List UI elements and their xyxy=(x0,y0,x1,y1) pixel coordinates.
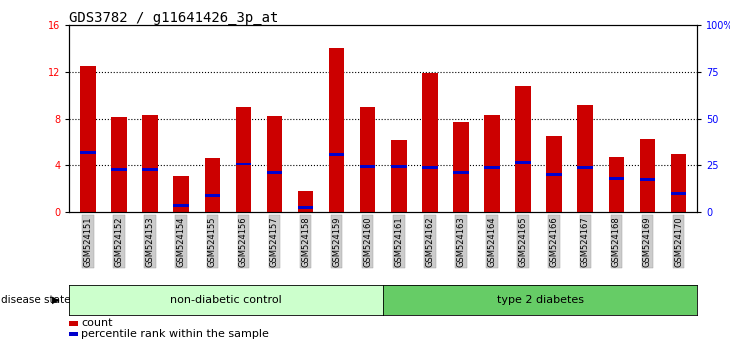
Bar xyxy=(609,157,624,212)
Text: GSM524156: GSM524156 xyxy=(239,216,248,267)
Bar xyxy=(266,116,283,212)
Bar xyxy=(266,171,283,174)
Text: type 2 diabetes: type 2 diabetes xyxy=(496,295,584,305)
Bar xyxy=(484,166,500,169)
Bar xyxy=(577,166,593,169)
Text: GSM524155: GSM524155 xyxy=(208,216,217,267)
Bar xyxy=(515,161,531,164)
Bar xyxy=(236,162,251,165)
Bar xyxy=(671,192,686,195)
Bar xyxy=(360,165,375,168)
Text: GSM524169: GSM524169 xyxy=(643,216,652,267)
Text: GSM524160: GSM524160 xyxy=(364,216,372,267)
Text: GSM524167: GSM524167 xyxy=(581,216,590,267)
Bar xyxy=(422,73,438,212)
Bar xyxy=(204,159,220,212)
Text: percentile rank within the sample: percentile rank within the sample xyxy=(82,329,269,339)
Bar xyxy=(80,151,96,154)
Bar xyxy=(80,66,96,212)
Text: count: count xyxy=(82,318,113,328)
Bar xyxy=(422,166,438,169)
Bar xyxy=(360,107,375,212)
Text: disease state: disease state xyxy=(1,295,70,305)
Bar xyxy=(609,177,624,179)
Text: GSM524159: GSM524159 xyxy=(332,216,341,267)
Bar xyxy=(391,165,407,168)
Text: GSM524163: GSM524163 xyxy=(456,216,466,267)
Bar xyxy=(639,138,656,212)
Text: non-diabetic control: non-diabetic control xyxy=(170,295,283,305)
Text: GSM524168: GSM524168 xyxy=(612,216,620,267)
Text: GSM524151: GSM524151 xyxy=(83,216,93,267)
Bar xyxy=(111,118,127,212)
Text: GSM524158: GSM524158 xyxy=(301,216,310,267)
Text: GSM524170: GSM524170 xyxy=(674,216,683,267)
Bar xyxy=(236,107,251,212)
Bar xyxy=(328,153,345,156)
Bar xyxy=(515,86,531,212)
Text: GSM524161: GSM524161 xyxy=(394,216,403,267)
Bar xyxy=(142,115,158,212)
Text: GSM524154: GSM524154 xyxy=(177,216,185,267)
Bar xyxy=(111,169,127,171)
Bar xyxy=(142,169,158,171)
Text: GSM524164: GSM524164 xyxy=(488,216,496,267)
Bar xyxy=(671,154,686,212)
Bar xyxy=(577,104,593,212)
Bar xyxy=(298,206,313,209)
Text: GSM524165: GSM524165 xyxy=(518,216,528,267)
Bar xyxy=(298,191,313,212)
Bar xyxy=(204,194,220,197)
Bar xyxy=(391,140,407,212)
Text: GSM524157: GSM524157 xyxy=(270,216,279,267)
Bar xyxy=(174,204,189,206)
Text: GDS3782 / g11641426_3p_at: GDS3782 / g11641426_3p_at xyxy=(69,11,279,25)
Bar xyxy=(328,48,345,212)
Text: GSM524152: GSM524152 xyxy=(115,216,123,267)
Bar xyxy=(484,115,500,212)
Text: GSM524166: GSM524166 xyxy=(550,216,558,267)
Text: GSM524153: GSM524153 xyxy=(146,216,155,267)
Bar xyxy=(547,136,562,212)
Bar xyxy=(639,178,656,181)
Bar xyxy=(547,173,562,176)
Text: GSM524162: GSM524162 xyxy=(426,216,434,267)
Text: ▶: ▶ xyxy=(53,295,60,305)
Bar xyxy=(453,122,469,212)
Bar xyxy=(453,171,469,174)
Bar xyxy=(174,176,189,212)
